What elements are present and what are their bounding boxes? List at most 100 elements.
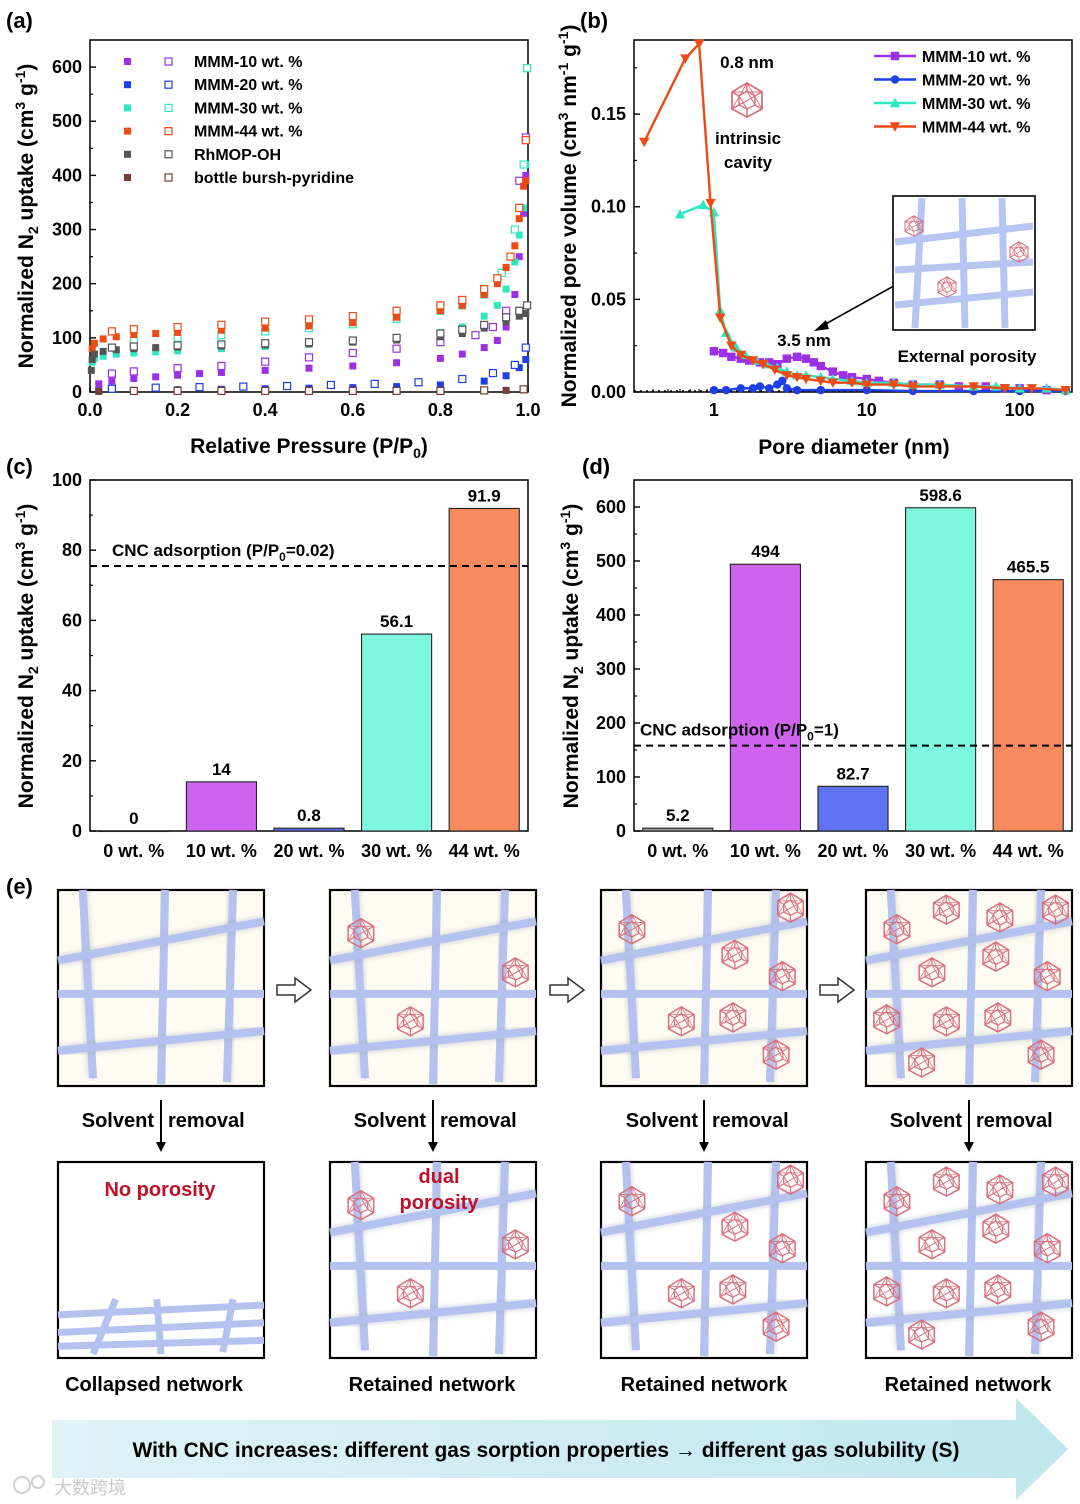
caption-3: Retained network <box>621 1374 789 1396</box>
chart-b-point <box>755 382 765 391</box>
chart-b-point <box>889 97 901 108</box>
chart-b-series-line <box>713 379 1066 393</box>
chart-d-bar <box>817 785 889 832</box>
network-fiber <box>329 1189 537 1237</box>
chart-b-point <box>709 347 719 356</box>
chart-b-point <box>736 384 746 393</box>
annotation-external-porosity: External porosity <box>898 347 1037 366</box>
removal-label-3: removal <box>712 1110 789 1132</box>
chart-a-legend-filled-marker <box>124 174 131 181</box>
chart-b-point <box>888 380 899 390</box>
watermark: 大数跨境 <box>54 1478 126 1498</box>
chart-a-point-ads <box>349 362 357 370</box>
chart-a-point-ads <box>196 370 203 378</box>
network-fiber <box>429 1161 442 1357</box>
chart-a-point-ads <box>174 347 182 355</box>
solvent-removal-arrowhead <box>156 1142 166 1152</box>
network-fiber <box>965 1161 978 1357</box>
chart-a-point-des <box>129 342 138 351</box>
removal-label-2: removal <box>440 1110 517 1132</box>
chart-b-point <box>968 382 979 392</box>
chart-a-xtick-label: 0.6 <box>340 400 365 420</box>
watermark-logo-icon <box>13 1475 45 1494</box>
collapsed-fiber-v <box>219 1298 237 1353</box>
chart-b-point <box>816 385 825 395</box>
chart-a-point-ads <box>502 263 510 271</box>
chart-b-point <box>709 385 719 395</box>
chart-a-legend-label: MMM-10 wt. % <box>194 54 302 71</box>
chart-a-point-ads <box>515 231 523 239</box>
chart-a-point-ads <box>502 386 510 394</box>
chart-a-point-des <box>519 160 528 169</box>
chart-a-point-des <box>506 252 515 261</box>
chart-a-xtick-label: 0.4 <box>253 400 278 420</box>
chart-a-point-des <box>436 301 445 310</box>
chart-a-point-ads <box>393 313 401 321</box>
network-fibers <box>56 889 266 1085</box>
chart-c-category-label: 30 wt. % <box>361 841 432 861</box>
chart-b-point <box>838 371 848 380</box>
chart-b-point <box>890 51 900 61</box>
chart-a-point-des <box>261 357 270 366</box>
chart-b-xtick-label: 1 <box>709 400 719 420</box>
chart-b-xtick-label: 10 <box>857 400 877 420</box>
chart-b-series <box>639 39 1071 396</box>
chart-a-point-ads <box>520 204 528 212</box>
chart-a-point-ads <box>515 215 523 223</box>
chart-a-point-ads <box>480 377 488 385</box>
chart-d-value-label: 465.5 <box>1007 558 1050 577</box>
chart-b-point <box>827 378 839 388</box>
chart-a-point-des <box>458 325 467 334</box>
chart-a-point-ads <box>174 371 182 379</box>
chart-c-category-label: 44 wt. % <box>449 841 520 861</box>
chart-b-point <box>765 358 774 367</box>
chart-a-point-des <box>304 353 314 362</box>
network-fiber <box>865 1189 1073 1237</box>
chart-a-point-ads <box>99 352 107 360</box>
chart-a-point-ads <box>88 345 96 353</box>
chart-a-legend-open-marker <box>164 103 173 113</box>
chart-c-bar <box>361 633 433 832</box>
network-fiber <box>600 1027 808 1055</box>
chart-a-point-des <box>521 343 530 352</box>
inset-fiber-h <box>894 222 1034 246</box>
chart-a-point-des <box>480 320 489 329</box>
chart-a-legend-label: bottle bursh-pyridine <box>194 170 354 187</box>
intrinsic-cage-icon <box>731 82 763 118</box>
chart-a-series <box>95 133 530 388</box>
chart-a-point-ads <box>99 335 107 343</box>
network-fiber <box>329 1027 537 1055</box>
solvent-label-2: Solvent <box>354 1110 427 1132</box>
chart-b-legend-label: MMM-20 wt. % <box>922 73 1030 90</box>
chart-a-point-des <box>173 364 182 373</box>
chart-c-ytick-label: 100 <box>52 470 82 490</box>
no-porosity-label: No porosity <box>104 1179 216 1201</box>
chart-b-ytick-label: 0.15 <box>591 104 626 124</box>
chart-a-point-des <box>488 368 498 378</box>
chart-b-frame <box>633 39 1073 393</box>
chart-a-point-ads <box>493 337 501 345</box>
chart-a: 0.0 0.2 0.4 0.6 0.8 1.0 0 100 200 300 400 500 600 MM… <box>12 39 541 461</box>
chart-a-ytick-label: 500 <box>52 111 82 131</box>
network-fiber <box>865 1027 1073 1055</box>
chart-a-point-des <box>392 333 401 342</box>
chart-a-point-des <box>261 317 270 326</box>
chart-b-point <box>747 356 759 366</box>
chart-b-point <box>765 384 774 393</box>
chart-b-point <box>735 350 747 361</box>
network-fiber <box>329 1299 537 1327</box>
step-arrow-icon <box>276 976 313 1004</box>
caption-2: Retained network <box>349 1374 517 1396</box>
inset-fiber-h <box>894 288 1034 309</box>
chart-a-point-ads <box>90 339 98 347</box>
chart-a-legend-open-marker <box>164 80 173 89</box>
chart-c-bar <box>98 830 170 833</box>
chart-d-bar <box>992 579 1064 832</box>
chart-c-value-label: 0.8 <box>297 806 321 825</box>
removal-label-1: removal <box>168 1110 245 1132</box>
chart-a-point-des <box>471 331 480 340</box>
chart-a-point-ads <box>502 285 510 293</box>
chart-a-point-ads <box>174 328 182 336</box>
chart-a-point-des <box>261 386 270 396</box>
